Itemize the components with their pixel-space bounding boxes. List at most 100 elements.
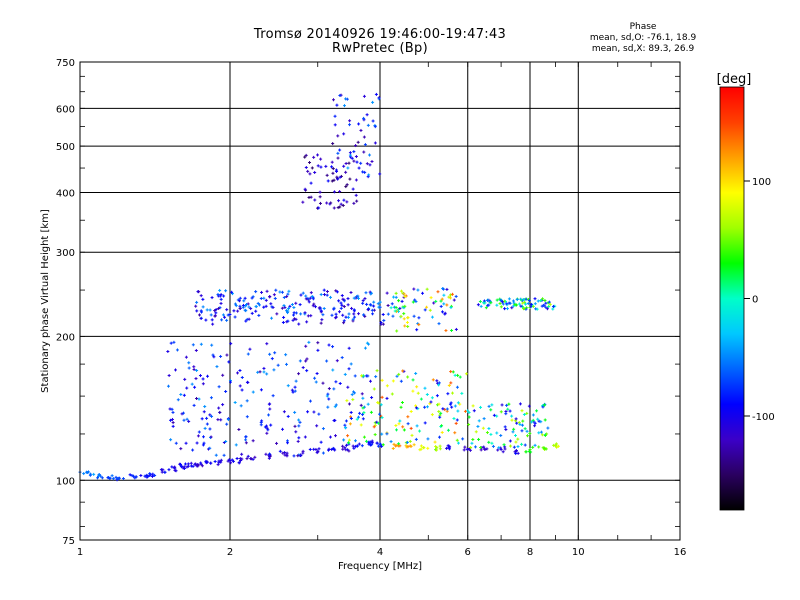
- echo-point: [423, 405, 427, 409]
- echo-point: [525, 411, 529, 415]
- echo-point: [455, 438, 459, 442]
- echo-point: [334, 315, 338, 319]
- echo-point: [170, 407, 174, 411]
- echo-point: [209, 313, 213, 317]
- echo-point: [390, 302, 394, 306]
- echo-point: [325, 359, 329, 363]
- echo-point: [327, 397, 331, 401]
- echo-point: [306, 314, 310, 318]
- echo-point: [176, 398, 180, 402]
- echo-point: [222, 294, 226, 298]
- echo-point: [226, 459, 230, 463]
- echo-point: [130, 474, 134, 478]
- echo-point: [307, 195, 311, 199]
- echo-point: [325, 173, 329, 177]
- echo-point: [450, 391, 454, 395]
- echo-point: [416, 288, 420, 292]
- echo-point: [366, 308, 370, 312]
- echo-point: [169, 438, 173, 442]
- echo-point: [326, 392, 330, 396]
- echo-point: [471, 438, 475, 442]
- echo-point: [259, 388, 263, 392]
- echo-point: [254, 309, 258, 313]
- echo-point: [543, 418, 547, 422]
- echo-point: [326, 179, 330, 183]
- echo-point: [204, 318, 208, 322]
- echo-point: [184, 355, 188, 359]
- echo-point: [411, 378, 415, 382]
- echo-point: [373, 125, 377, 129]
- echo-point: [543, 403, 547, 407]
- x-tick-label: 10: [572, 547, 585, 558]
- echo-point: [447, 384, 451, 388]
- echo-point: [411, 300, 415, 304]
- echo-point: [474, 430, 478, 434]
- echo-point: [527, 299, 531, 303]
- echo-point: [467, 423, 471, 427]
- echo-point: [551, 307, 555, 311]
- echo-point: [345, 443, 349, 447]
- echo-point: [273, 296, 277, 300]
- echo-point: [303, 187, 307, 191]
- echo-point: [511, 299, 515, 303]
- echo-point: [338, 175, 342, 179]
- echo-point: [365, 162, 369, 166]
- echo-point: [357, 122, 361, 126]
- echo-point: [167, 374, 171, 378]
- echo-point: [464, 372, 468, 376]
- echo-point: [224, 289, 228, 293]
- echo-point: [230, 290, 234, 294]
- echo-point: [312, 410, 316, 414]
- echo-point: [121, 477, 125, 481]
- echo-point: [233, 400, 237, 404]
- echo-point: [348, 151, 352, 155]
- echo-point: [423, 386, 427, 390]
- echo-point: [318, 201, 322, 205]
- colorbar-ticks: 100 0 -100: [744, 177, 775, 423]
- echo-point: [379, 403, 383, 407]
- echo-point: [153, 473, 157, 477]
- echo-point: [465, 447, 469, 451]
- echo-point: [367, 173, 371, 177]
- echo-point: [403, 324, 407, 328]
- echo-point: [192, 365, 196, 369]
- echo-point: [217, 459, 221, 463]
- echo-point: [178, 462, 182, 466]
- echo-point: [268, 352, 272, 356]
- echo-point: [282, 315, 286, 319]
- echo-point: [304, 359, 308, 363]
- echo-point: [327, 387, 331, 391]
- echo-point: [397, 372, 401, 376]
- echo-point: [86, 470, 90, 474]
- echo-point: [350, 156, 354, 160]
- echo-point: [501, 302, 505, 306]
- echo-point: [527, 404, 531, 408]
- echo-point: [270, 305, 274, 309]
- echo-point: [449, 381, 453, 385]
- echo-point: [495, 431, 499, 435]
- echo-point: [338, 381, 342, 385]
- echo-point: [417, 316, 421, 320]
- echo-point: [391, 379, 395, 383]
- echo-point: [523, 443, 527, 447]
- echo-point: [455, 418, 459, 422]
- echo-point: [354, 444, 358, 448]
- echo-point: [349, 362, 353, 366]
- echo-point: [319, 157, 323, 161]
- echo-point: [477, 437, 481, 441]
- echo-point: [500, 300, 504, 304]
- echo-point: [423, 421, 427, 425]
- echo-point: [429, 296, 433, 300]
- echo-point: [232, 309, 236, 313]
- echo-point: [402, 292, 406, 296]
- echo-point: [507, 297, 511, 301]
- echo-point: [394, 291, 398, 295]
- echo-point: [458, 375, 462, 379]
- echo-point: [360, 392, 364, 396]
- echo-point: [334, 403, 338, 407]
- echo-point: [167, 468, 171, 472]
- echo-point: [500, 403, 504, 407]
- echo-point: [415, 328, 419, 332]
- echo-point: [417, 323, 421, 327]
- echo-point: [364, 439, 368, 443]
